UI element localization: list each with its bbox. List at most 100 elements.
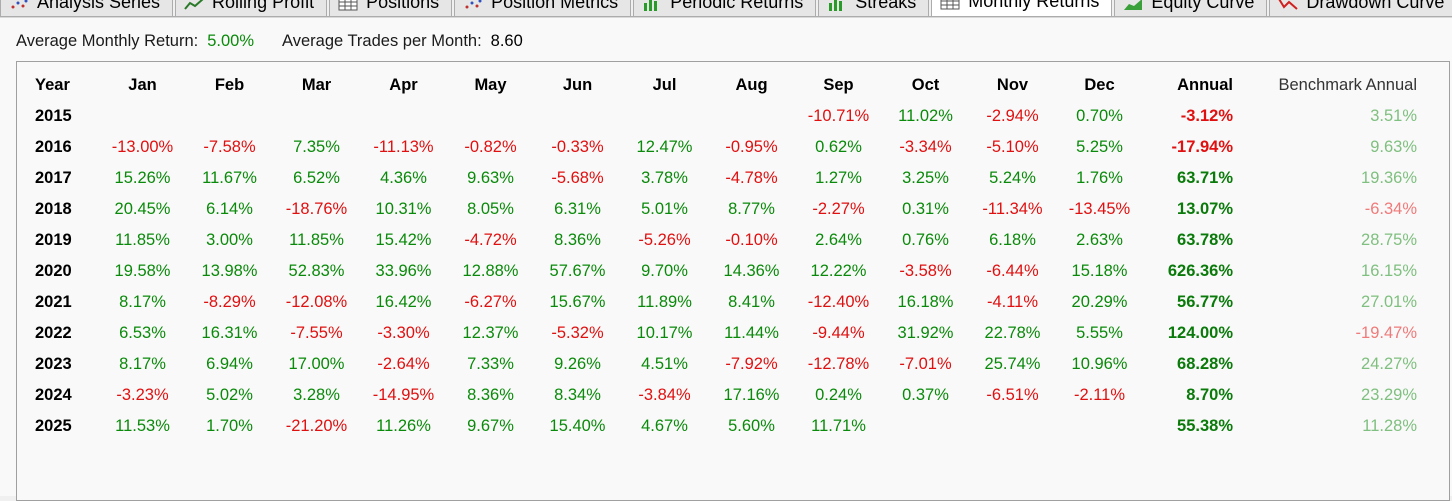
month-return-cell: 4.36% [380, 169, 427, 187]
column-header-oct[interactable]: Oct [911, 76, 940, 94]
month-return-cell: -7.58% [203, 138, 256, 156]
month-return-cell: 11.85% [289, 231, 344, 249]
tab-drawdown-curve[interactable]: Drawdown Curve [1269, 0, 1452, 16]
month-return-cell: 6.31% [554, 200, 601, 218]
drawdown-chart-icon [1278, 0, 1299, 10]
line-chart-icon [184, 0, 204, 10]
benchmark-annual-cell: 11.28% [1362, 417, 1417, 435]
month-return-cell [882, 411, 969, 442]
month-return-cell: 6.18% [989, 231, 1036, 249]
month-return-cell: 17.00% [288, 355, 345, 373]
month-return-cell: 22.78% [984, 324, 1041, 342]
month-return-cell: 0.70% [1076, 107, 1123, 125]
column-header-apr[interactable]: Apr [389, 76, 418, 94]
column-header-benchmark-annual[interactable]: Benchmark Annual [1278, 76, 1417, 94]
monthly-returns-panel: Average Monthly Return: 5.00% Average Tr… [0, 17, 1452, 501]
benchmark-annual-cell: 23.29% [1361, 386, 1417, 404]
month-return-cell: 11.67% [202, 169, 257, 187]
month-return-cell: -5.32% [551, 324, 604, 342]
table-row: 2025 11.53% 1.70% -21.20% 11.26% 9.67% 15.40% 4… [17, 411, 1417, 442]
month-return-cell: -0.33% [551, 138, 604, 156]
month-return-cell [969, 411, 1056, 442]
table-row: 2018 20.45% 6.14% -18.76% 10.31% 8.05% 6.31% 5.… [17, 194, 1417, 225]
month-return-cell: 10.96% [1071, 355, 1128, 373]
month-return-cell: 11.44% [724, 324, 779, 342]
tab-monthly-returns[interactable]: Monthly Returns [931, 0, 1113, 16]
monthly-returns-grid[interactable]: Year Jan Feb Mar Apr May Jun Jul Aug Sep Oct Nov Dec… [16, 61, 1450, 501]
month-return-cell [1056, 411, 1143, 442]
month-return-cell: -7.92% [725, 355, 778, 373]
table-header-row: Year Jan Feb Mar Apr May Jun Jul Aug Sep Oct Nov Dec… [17, 70, 1417, 101]
month-return-cell: 5.60% [728, 417, 775, 435]
benchmark-annual-cell: -19.47% [1355, 324, 1417, 342]
month-return-cell [708, 101, 795, 132]
annual-return-cell: 63.71% [1177, 169, 1233, 187]
month-return-cell: -2.94% [986, 107, 1039, 125]
month-return-cell: 3.00% [206, 231, 253, 249]
month-return-cell: 7.35% [293, 138, 340, 156]
month-return-cell: 12.88% [462, 262, 519, 280]
tab-equity-curve[interactable]: Equity Curve [1114, 0, 1268, 16]
month-return-cell: 6.53% [119, 324, 166, 342]
benchmark-annual-cell: 24.27% [1361, 355, 1417, 373]
column-header-jan[interactable]: Jan [128, 76, 157, 94]
annual-return-cell: -17.94% [1171, 138, 1233, 156]
month-return-cell: -6.27% [464, 293, 517, 311]
tab-positions[interactable]: Positions [329, 0, 453, 16]
benchmark-annual-cell: 27.01% [1361, 293, 1417, 311]
month-return-cell: 9.67% [467, 417, 514, 435]
month-return-cell: 4.67% [641, 417, 688, 435]
month-return-cell: -11.34% [982, 200, 1043, 218]
month-return-cell: -12.78% [807, 355, 870, 373]
table-icon [338, 0, 358, 11]
column-header-sep[interactable]: Sep [823, 76, 854, 94]
column-header-aug[interactable]: Aug [735, 76, 768, 94]
tab-divider [0, 16, 1452, 17]
tab-periodic-returns[interactable]: Periodic Returns [633, 0, 817, 16]
month-return-cell: -10.71% [807, 107, 870, 125]
month-return-cell: 1.76% [1076, 169, 1123, 187]
month-return-cell: 13.98% [201, 262, 258, 280]
month-return-cell: 3.28% [293, 386, 340, 404]
tab-rolling-profit[interactable]: Rolling Profit [175, 0, 328, 16]
tab-analysis-series[interactable]: Analysis Series [0, 0, 174, 16]
avg-trades-label: Average Trades per Month: [282, 32, 482, 50]
column-header-annual[interactable]: Annual [1177, 76, 1233, 94]
benchmark-annual-cell: 3.51% [1370, 107, 1417, 125]
column-header-jun[interactable]: Jun [562, 76, 593, 94]
column-header-nov[interactable]: Nov [996, 76, 1029, 94]
month-return-cell: -3.84% [638, 386, 691, 404]
column-header-jul[interactable]: Jul [652, 76, 677, 94]
month-return-cell: 6.52% [293, 169, 340, 187]
tab-label: Drawdown Curve [1306, 0, 1445, 12]
month-return-cell: 0.76% [902, 231, 949, 249]
scatter-chart-icon [9, 0, 29, 9]
column-header-year[interactable]: Year [35, 76, 70, 94]
month-return-cell: 5.01% [641, 200, 688, 218]
column-header-dec[interactable]: Dec [1084, 76, 1115, 94]
month-return-cell: -3.23% [116, 386, 169, 404]
column-header-mar[interactable]: Mar [301, 76, 332, 94]
tab-label: Positions [366, 0, 440, 12]
column-header-feb[interactable]: Feb [214, 76, 245, 94]
tab-position-metrics[interactable]: Position Metrics [454, 0, 632, 16]
month-return-cell: -18.76% [285, 200, 348, 218]
year-cell: 2022 [35, 324, 72, 342]
table-row: 2021 8.17% -8.29% -12.08% 16.42% -6.27% 15.67%… [17, 287, 1417, 318]
month-return-cell: 5.55% [1076, 324, 1123, 342]
month-return-cell: 15.67% [549, 293, 606, 311]
column-header-may[interactable]: May [474, 76, 507, 94]
month-return-cell: 3.78% [641, 169, 688, 187]
month-return-cell: -2.27% [812, 200, 865, 218]
month-return-cell: -5.26% [638, 231, 691, 249]
month-return-cell [99, 101, 186, 132]
month-return-cell: 17.16% [723, 386, 780, 404]
avg-monthly-return-value: 5.00% [207, 32, 255, 50]
tab-label: Streaks [855, 0, 917, 12]
month-return-cell [273, 101, 360, 132]
annual-return-cell: 13.07% [1177, 200, 1233, 218]
tab-label: Equity Curve [1151, 0, 1255, 12]
month-return-cell: 15.40% [549, 417, 606, 435]
tab-streaks[interactable]: Streaks [818, 0, 930, 16]
month-return-cell: 10.31% [375, 200, 432, 218]
